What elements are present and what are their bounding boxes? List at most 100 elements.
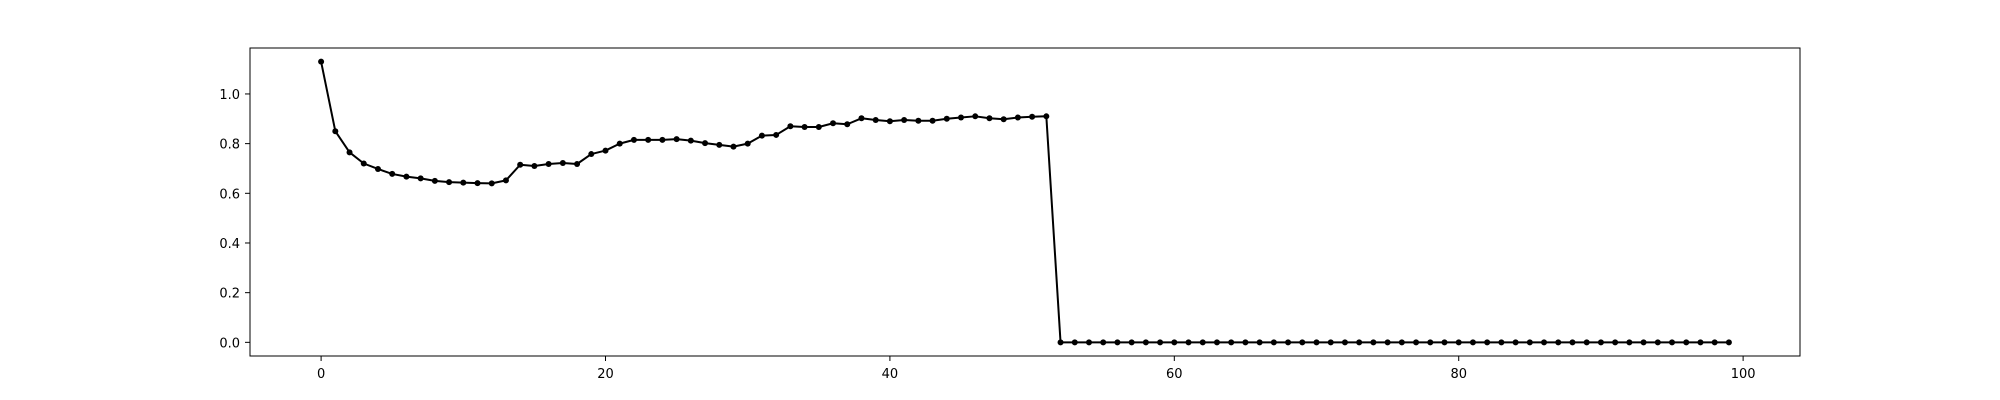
data-point xyxy=(446,179,453,186)
data-point xyxy=(716,141,723,148)
data-point xyxy=(1014,114,1021,121)
data-point xyxy=(1526,339,1533,346)
y-tick-label: 0.6 xyxy=(219,187,240,202)
data-point xyxy=(1114,339,1121,346)
series-line xyxy=(320,61,1729,344)
data-point xyxy=(943,115,950,122)
data-point xyxy=(758,132,765,139)
data-point xyxy=(958,114,965,121)
data-point xyxy=(645,136,652,143)
data-point xyxy=(886,118,893,125)
data-point xyxy=(502,177,509,184)
data-point xyxy=(1541,339,1548,346)
data-point xyxy=(1341,339,1348,346)
axes-frame xyxy=(249,47,1801,357)
data-point xyxy=(1484,339,1491,346)
data-point xyxy=(1171,339,1178,346)
data-point xyxy=(1725,339,1732,346)
data-point xyxy=(673,136,680,143)
data-point xyxy=(1697,339,1704,346)
data-point xyxy=(1157,339,1164,346)
data-point xyxy=(488,180,495,187)
data-point xyxy=(1256,339,1263,346)
data-point xyxy=(1029,113,1036,120)
data-point xyxy=(588,151,595,158)
data-point xyxy=(460,179,467,186)
data-point xyxy=(574,161,581,167)
data-point xyxy=(616,140,623,147)
data-series xyxy=(318,58,1732,346)
y-tick-label: 1.0 xyxy=(219,88,240,103)
data-point xyxy=(1711,339,1718,346)
data-point xyxy=(1299,339,1306,346)
data-point xyxy=(318,58,325,65)
data-point xyxy=(1469,339,1476,346)
data-point xyxy=(517,161,524,168)
data-point xyxy=(1384,339,1391,346)
data-point xyxy=(545,161,552,167)
data-point xyxy=(1455,339,1462,346)
data-point xyxy=(1185,339,1192,346)
data-point xyxy=(1413,339,1420,346)
data-point xyxy=(1128,339,1135,346)
data-point xyxy=(901,117,908,124)
data-point xyxy=(702,140,709,147)
data-point xyxy=(1000,116,1007,123)
data-point xyxy=(986,115,993,122)
data-point xyxy=(844,121,851,128)
data-point xyxy=(630,136,637,143)
data-point xyxy=(1356,339,1363,346)
data-point xyxy=(559,160,566,166)
data-point xyxy=(1213,339,1220,346)
data-point xyxy=(1669,339,1676,346)
data-point xyxy=(1100,339,1107,346)
data-point xyxy=(1270,339,1277,346)
data-point xyxy=(815,123,822,130)
x-tick-label: 80 xyxy=(1450,367,1467,382)
data-point xyxy=(1427,339,1434,346)
data-point xyxy=(1612,339,1619,346)
data-point xyxy=(773,131,780,138)
y-tick-label: 0.4 xyxy=(219,237,240,252)
x-tick-label: 100 xyxy=(1731,367,1756,382)
data-point xyxy=(972,113,979,120)
data-point xyxy=(787,123,794,130)
data-point xyxy=(1242,339,1249,346)
data-point xyxy=(531,162,538,169)
data-point xyxy=(1597,339,1604,346)
data-point xyxy=(1512,339,1519,346)
data-point xyxy=(1043,113,1050,120)
data-point xyxy=(1583,339,1590,346)
y-tick-label: 0.0 xyxy=(219,336,240,351)
data-point xyxy=(1057,339,1064,346)
data-point xyxy=(858,115,865,122)
data-point xyxy=(1327,339,1334,346)
y-tick-label: 0.2 xyxy=(219,287,240,302)
x-tick-label: 0 xyxy=(317,367,325,382)
data-point xyxy=(417,175,424,182)
x-tick-label: 40 xyxy=(882,367,899,382)
data-point xyxy=(1654,339,1661,346)
axis-ticks: 0 20 40 60 80 100 0.0 0.2 0.4 0.6 0.8 1.0 xyxy=(219,88,1755,382)
data-point xyxy=(332,128,339,135)
data-point xyxy=(1626,339,1633,346)
data-point xyxy=(602,147,609,154)
data-point xyxy=(1683,339,1690,346)
data-point xyxy=(360,160,367,167)
data-point xyxy=(687,137,694,144)
data-point xyxy=(730,143,737,150)
data-point xyxy=(1228,339,1235,346)
data-point xyxy=(1441,339,1448,346)
data-point xyxy=(830,120,837,127)
data-point xyxy=(1640,339,1647,346)
y-tick-label: 0.8 xyxy=(219,138,240,153)
data-point xyxy=(389,170,396,177)
data-point xyxy=(1398,339,1405,346)
data-point xyxy=(1142,339,1149,346)
data-point xyxy=(1071,339,1078,346)
data-point xyxy=(403,173,410,180)
data-point xyxy=(1313,339,1320,346)
